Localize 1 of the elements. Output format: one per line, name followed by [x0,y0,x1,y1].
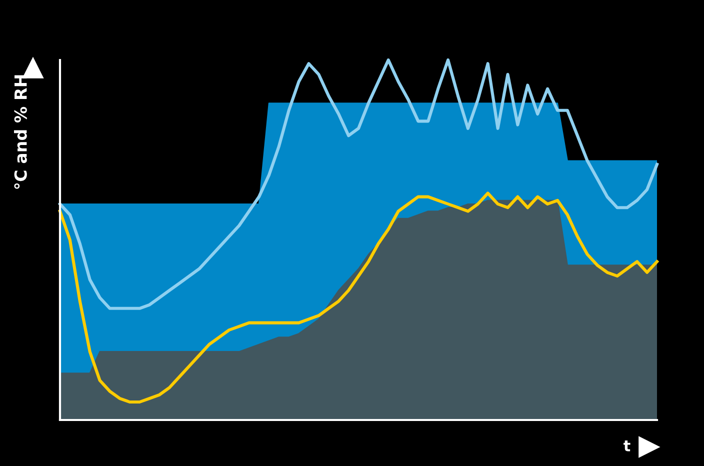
x-axis-title: t [624,440,630,452]
